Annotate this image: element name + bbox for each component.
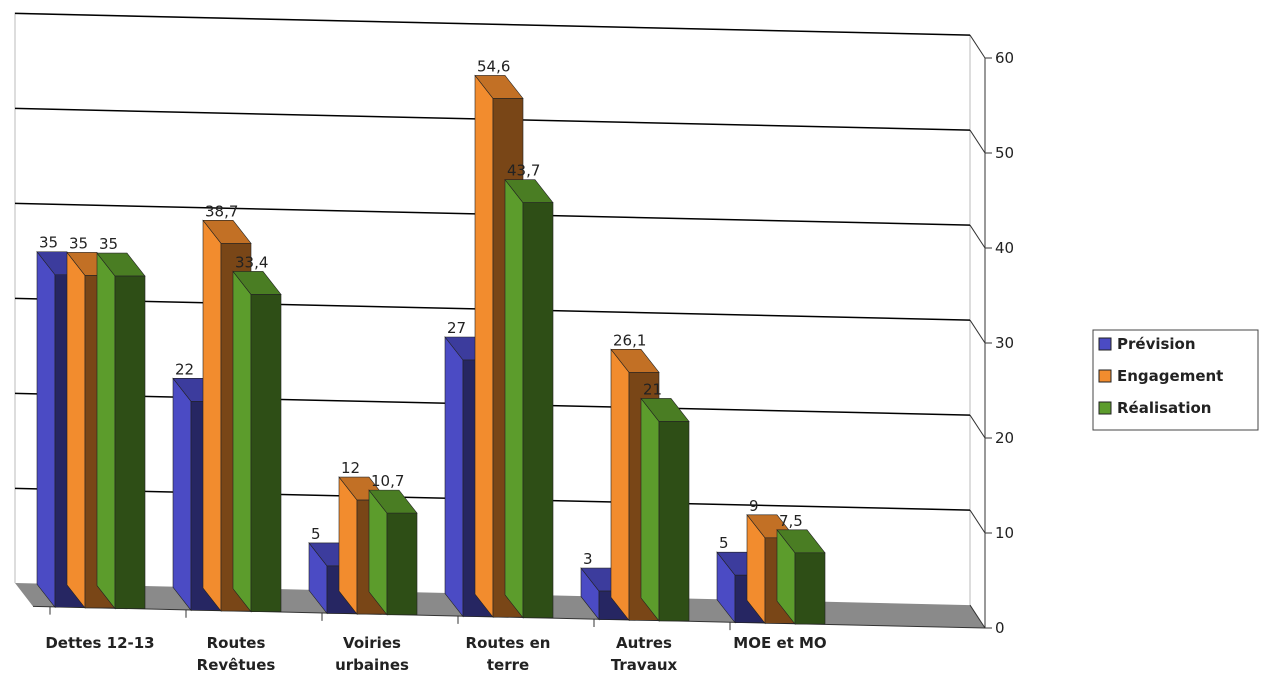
data-label: 38,7 (205, 202, 238, 220)
y-tick-label: 60 (995, 49, 1014, 67)
bar (368, 489, 418, 616)
x-tick-label: Routes Revêtues (196, 634, 276, 674)
bar-front (250, 294, 282, 612)
bar-side (232, 270, 252, 613)
bar-front (658, 421, 690, 622)
bar-side (202, 219, 222, 612)
y-tick-label: 0 (995, 619, 1005, 637)
legend-label: Prévision (1117, 335, 1196, 353)
y-tick-label: 20 (995, 429, 1014, 447)
x-tick-label: Voiries urbaines (335, 634, 409, 674)
legend-box (1092, 329, 1259, 431)
data-label: 27 (447, 319, 466, 337)
depth-line (969, 224, 986, 249)
x-tick-label: Dettes 12-13 (45, 634, 155, 652)
data-label: 26,1 (613, 331, 646, 349)
depth-line (969, 414, 986, 439)
legend-swatch (1098, 337, 1112, 351)
bar-side (96, 252, 116, 610)
bar-side (474, 74, 494, 619)
legend-label: Engagement (1117, 367, 1223, 385)
bar (776, 528, 826, 625)
data-label: 35 (69, 234, 88, 252)
data-label: 33,4 (235, 253, 268, 271)
data-label: 22 (175, 360, 194, 378)
depth-line (969, 34, 986, 59)
y-tick-label: 10 (995, 524, 1014, 542)
bar-front (794, 552, 826, 625)
data-label: 3 (583, 550, 593, 568)
data-label: 54,6 (477, 57, 510, 75)
depth-line (969, 604, 986, 629)
bar-side (338, 476, 358, 615)
y-tick-label: 40 (995, 239, 1014, 257)
legend-swatch (1098, 369, 1112, 383)
data-label: 43,7 (507, 162, 540, 180)
data-label: 12 (341, 459, 360, 477)
bar (504, 178, 554, 619)
depth-line (969, 319, 986, 344)
bar-side (444, 336, 464, 618)
data-label: 35 (99, 235, 118, 253)
depth-line (969, 509, 986, 534)
grid-line (14, 12, 971, 36)
x-tick-label: Routes en terre (465, 634, 551, 674)
bar (96, 252, 146, 610)
legend-label: Réalisation (1117, 399, 1211, 417)
data-label: 9 (749, 497, 759, 515)
y-tick-label: 30 (995, 334, 1014, 352)
data-label: 5 (719, 534, 729, 552)
bar-side (640, 397, 660, 622)
x-tick-label: MOE et MO (733, 634, 827, 652)
x-tick-label: Autres Travaux (610, 634, 678, 674)
bar-side (36, 250, 56, 609)
bar-front (522, 202, 554, 619)
bar (640, 397, 690, 622)
bar-side (504, 178, 524, 619)
y-tick-label: 50 (995, 144, 1014, 162)
bar-front (386, 512, 418, 616)
data-label: 21 (643, 380, 662, 398)
bar-side (66, 251, 86, 609)
depth-line (969, 129, 986, 154)
data-label: 10,7 (371, 472, 404, 490)
bar-side (610, 348, 630, 622)
data-label: 7,5 (779, 512, 803, 530)
data-label: 35 (39, 234, 58, 252)
bar-front (114, 275, 146, 609)
legend-swatch (1098, 401, 1112, 415)
bar (232, 270, 282, 613)
data-label: 5 (311, 525, 321, 543)
bar-side (172, 377, 192, 612)
